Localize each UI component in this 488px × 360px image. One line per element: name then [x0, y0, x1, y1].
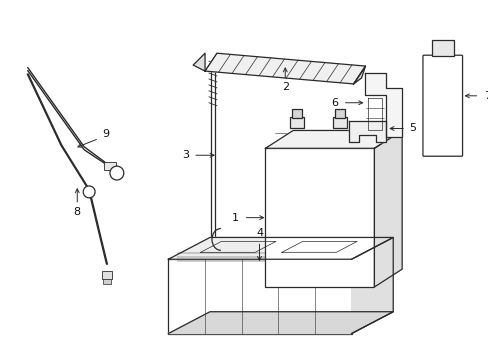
Bar — [332, 117, 346, 129]
Text: 8: 8 — [74, 207, 81, 217]
Polygon shape — [351, 238, 392, 333]
Bar — [289, 117, 304, 129]
Bar — [292, 109, 302, 118]
Text: 4: 4 — [255, 229, 263, 238]
Polygon shape — [193, 53, 204, 71]
Text: 2: 2 — [281, 82, 288, 92]
Polygon shape — [353, 66, 365, 84]
Bar — [334, 109, 344, 118]
Bar — [168, 259, 351, 333]
Bar — [102, 271, 112, 279]
Polygon shape — [374, 130, 401, 287]
Polygon shape — [204, 53, 365, 84]
FancyBboxPatch shape — [422, 55, 462, 156]
Bar — [104, 162, 116, 170]
Bar — [265, 148, 374, 287]
Text: 7: 7 — [483, 91, 488, 101]
Circle shape — [110, 166, 123, 180]
Circle shape — [83, 186, 95, 198]
Text: 3: 3 — [182, 150, 188, 160]
Polygon shape — [364, 73, 401, 138]
Text: 5: 5 — [408, 123, 416, 134]
Text: 6: 6 — [330, 98, 338, 108]
Polygon shape — [265, 130, 401, 148]
Polygon shape — [168, 238, 392, 259]
Polygon shape — [348, 121, 386, 142]
Text: 9: 9 — [102, 130, 109, 139]
Text: 1: 1 — [232, 213, 239, 222]
Bar — [431, 40, 453, 56]
Bar — [103, 279, 111, 284]
Polygon shape — [168, 312, 392, 333]
